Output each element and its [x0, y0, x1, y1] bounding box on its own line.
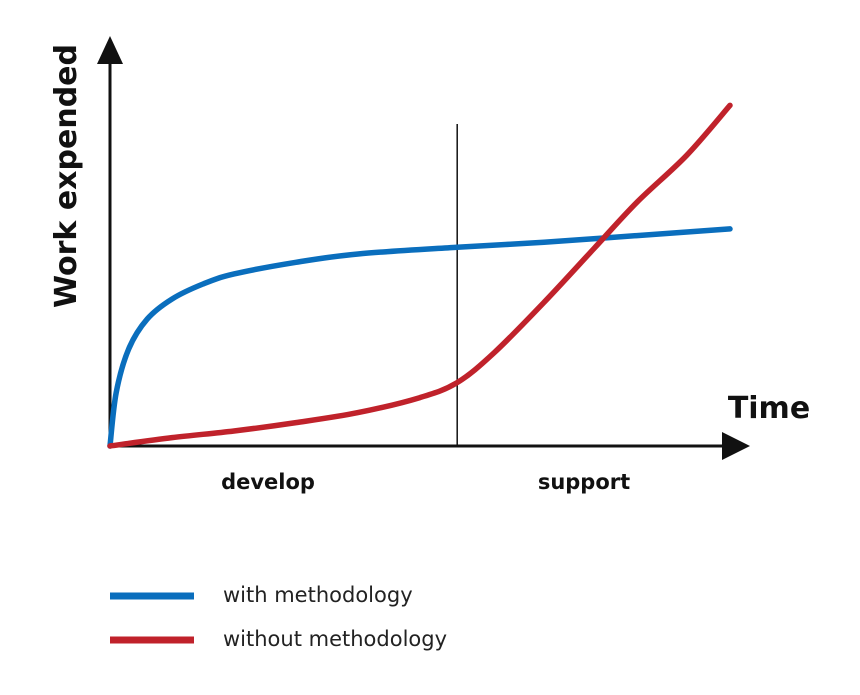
phase-label-develop: develop — [221, 470, 315, 494]
series-line-without-methodology — [107, 102, 733, 449]
x-axis-title: Time — [728, 391, 810, 426]
x-axis-arrow — [722, 432, 750, 460]
legend-label-without-methodology: without methodology — [223, 627, 447, 651]
y-axis-arrow — [97, 36, 123, 64]
legend-label-with-methodology: with methodology — [223, 583, 413, 607]
legend: with methodology without methodology — [110, 583, 447, 651]
series-line-with-methodology — [107, 226, 733, 449]
y-axis-title: Work expended — [49, 44, 84, 308]
phase-label-support: support — [538, 470, 630, 494]
